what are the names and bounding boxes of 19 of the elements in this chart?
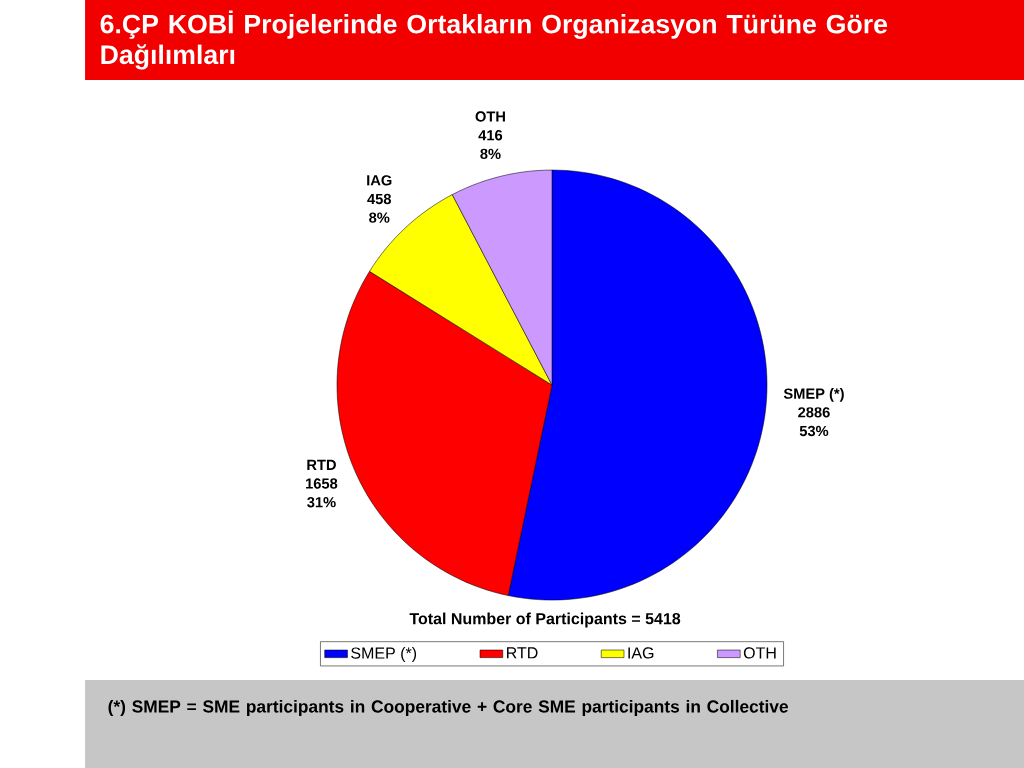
text: 53% — [799, 425, 829, 437]
slice-label: RTD — [307, 459, 336, 470]
legend-label: RTD — [507, 647, 538, 659]
text: Total Number of Participants = 5418 — [409, 612, 681, 628]
data-label: 2886 — [798, 407, 830, 418]
slice-label: SMEP (*) — [783, 388, 844, 402]
slice-label: IAG — [367, 175, 392, 186]
legend-label: OTH — [743, 647, 776, 659]
data-label: 458 — [367, 193, 392, 205]
text: 31% — [307, 497, 336, 508]
data-label: 1658 — [306, 478, 338, 489]
text: 8% — [480, 148, 501, 160]
text: 8% — [369, 212, 390, 223]
slice-label: OTH — [475, 111, 505, 122]
text: (*) SMEP = SME participants in Cooperative + Core SME participants in Collective — [108, 699, 788, 717]
legend-label: IAG — [628, 647, 654, 659]
legend-label: SMEP (*) — [351, 647, 417, 662]
chart-title: 6.ÇP KOBİ Projelerinde Ortakların Organizasyon Türüne Göre Dağılımları — [100, 10, 888, 70]
data-label: 416 — [478, 130, 503, 141]
